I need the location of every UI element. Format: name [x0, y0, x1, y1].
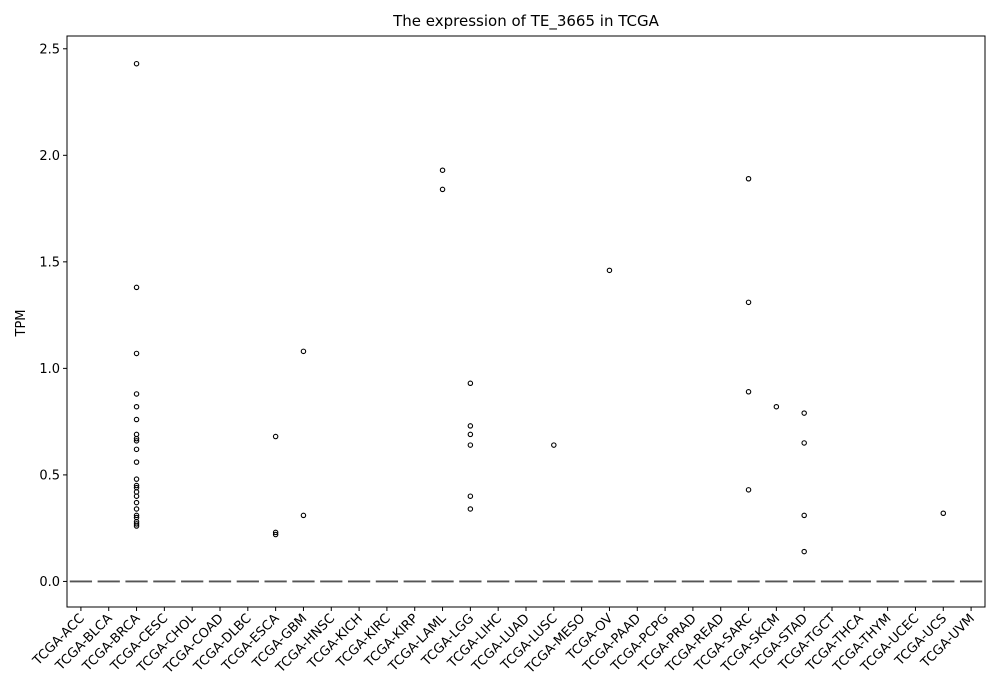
outlier-point: [133, 391, 140, 397]
outlier-point: [272, 529, 279, 536]
outlier-point: [133, 512, 140, 519]
outlier-point: [133, 499, 140, 506]
outlier-point: [272, 433, 279, 440]
outlier-point: [133, 403, 140, 410]
y-tick-label: 2.0: [39, 149, 60, 164]
outlier-point: [801, 512, 807, 519]
outlier-point: [133, 476, 140, 482]
outlier-point: [773, 403, 780, 410]
outlier-point: [467, 380, 474, 387]
outlier-point: [133, 416, 140, 423]
outlier-point: [133, 506, 140, 512]
y-tick-label: 0.0: [39, 575, 60, 590]
outlier-point: [801, 548, 807, 555]
outlier-point: [606, 267, 613, 274]
outlier-point: [467, 506, 474, 512]
outlier-point: [133, 438, 140, 444]
outlier-point: [745, 487, 752, 493]
outlier-point: [133, 350, 140, 357]
y-tick-label: 1.0: [39, 362, 60, 377]
outlier-point: [133, 284, 140, 291]
y-axis-label: TPM: [14, 310, 29, 338]
outlier-point: [745, 299, 752, 306]
outlier-point: [467, 431, 474, 438]
outlier-point: [133, 446, 140, 453]
y-tick-label: 2.5: [39, 42, 60, 57]
outlier-point: [439, 167, 446, 173]
outlier-point: [745, 176, 752, 182]
outlier-point: [133, 60, 140, 67]
y-tick-label: 0.5: [39, 468, 60, 483]
outlier-point: [801, 440, 807, 446]
outlier-point: [467, 493, 474, 499]
outlier-point: [801, 410, 807, 416]
outlier-point: [745, 389, 752, 395]
outlier-point: [467, 442, 474, 448]
outlier-point: [133, 521, 140, 527]
y-tick-label: 1.5: [39, 255, 60, 270]
plot-area: 0.00.51.01.52.02.5TCGA-ACCTCGA-BLCATCGA-…: [30, 42, 983, 677]
outlier-point: [133, 459, 140, 465]
outlier-point: [133, 493, 140, 499]
plot-frame: [66, 35, 986, 608]
outlier-point: [467, 423, 474, 429]
outlier-point: [300, 512, 307, 519]
outlier-point: [272, 531, 279, 538]
outlier-point: [300, 348, 307, 355]
outlier-point: [133, 523, 140, 529]
outlier-point: [439, 186, 446, 193]
outlier-point: [940, 510, 947, 517]
outlier-point: [551, 442, 557, 448]
chart-title: The expression of TE_3665 in TCGA: [392, 12, 659, 31]
outlier-point: [133, 435, 140, 442]
outlier-point: [133, 482, 140, 489]
